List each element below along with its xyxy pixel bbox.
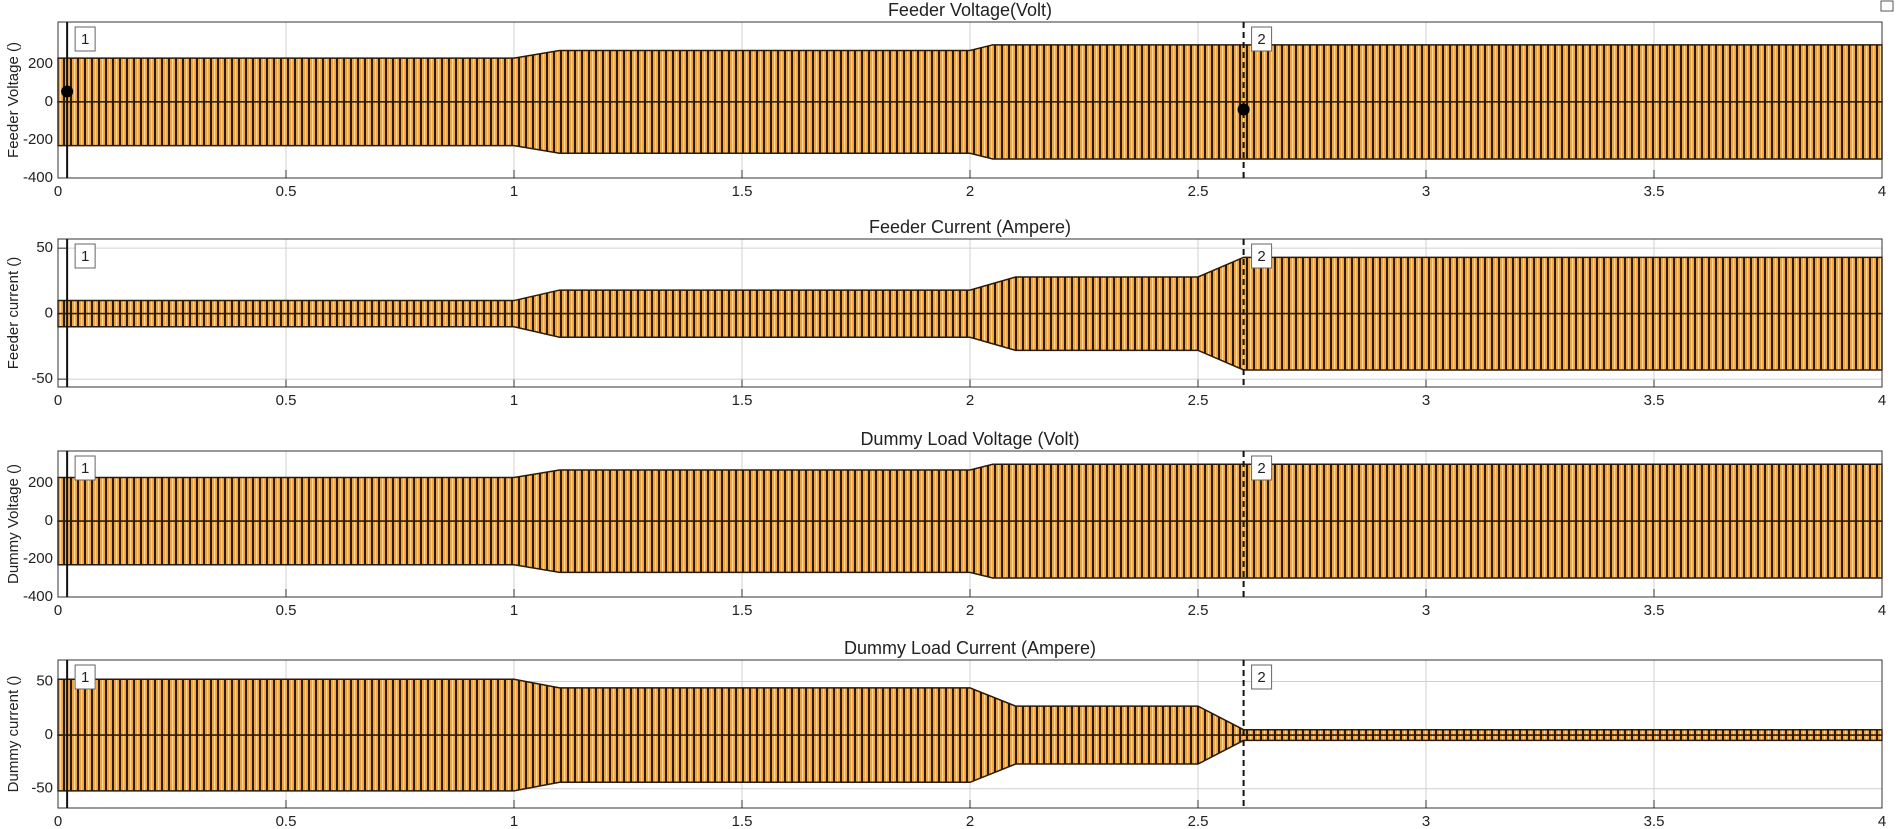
- y-axis-label: Feeder current (): [5, 257, 22, 370]
- cursor-tag: [1251, 26, 1273, 52]
- cursor-label: 1: [81, 31, 89, 48]
- x-tick-label: 1.5: [732, 392, 753, 409]
- subplot-title: Feeder Voltage(Volt): [888, 0, 1052, 20]
- cursor-tag: [1251, 243, 1273, 269]
- cursor-tag: [74, 243, 96, 269]
- y-tick-label: -200: [23, 131, 53, 148]
- cursor-label: 2: [1257, 248, 1265, 265]
- x-tick-label: 2.5: [1188, 813, 1209, 829]
- x-tick-label: 0: [54, 392, 62, 409]
- y-tick-label: 200: [28, 55, 53, 72]
- x-tick-label: 1.5: [732, 813, 753, 829]
- x-tick-label: 0.5: [276, 183, 297, 200]
- cursor-label: 2: [1257, 669, 1265, 686]
- subplot-title: Feeder Current (Ampere): [869, 217, 1071, 237]
- x-tick-label: 0.5: [276, 392, 297, 409]
- x-tick-label: 2: [966, 813, 974, 829]
- x-tick-label: 1: [510, 813, 518, 829]
- cursor-tag: [1251, 664, 1273, 690]
- x-tick-label: 2.5: [1188, 392, 1209, 409]
- cursor-point: [1237, 103, 1250, 116]
- subplot: Dummy Load Voltage (Volt) Dummy Voltage (…: [5, 429, 1886, 619]
- x-tick-label: 1: [510, 183, 518, 200]
- x-tick-label: 4: [1878, 183, 1886, 200]
- x-tick-label: 1.5: [732, 602, 753, 619]
- x-tick-label: 3: [1422, 602, 1430, 619]
- x-tick-label: 1: [510, 602, 518, 619]
- x-tick-label: 3: [1422, 813, 1430, 829]
- x-tick-label: 2: [966, 183, 974, 200]
- cursor-label: 2: [1257, 31, 1265, 48]
- x-tick-label: 2.5: [1188, 602, 1209, 619]
- subplot: Feeder Current (Ampere) Feeder current ()…: [5, 217, 1886, 409]
- plot-frame: [57, 659, 1883, 809]
- y-tick-label: 50: [36, 672, 53, 689]
- y-tick-label: 200: [28, 474, 53, 491]
- y-axis-label: Dummy Voltage (): [5, 464, 22, 584]
- x-tick-label: 1.5: [732, 183, 753, 200]
- x-tick-label: 4: [1878, 602, 1886, 619]
- y-tick-label: -200: [23, 550, 53, 567]
- cursor-point: [61, 85, 74, 98]
- subplot: Feeder Voltage(Volt) Feeder Voltage () 0 0.…: [5, 0, 1886, 200]
- plot-frame: [57, 450, 1883, 598]
- x-tick-label: 2: [966, 392, 974, 409]
- x-tick-label: 0: [54, 183, 62, 200]
- plot-frame: [57, 21, 1883, 179]
- cursor-label: 2: [1257, 460, 1265, 477]
- y-tick-label: -50: [31, 780, 53, 797]
- x-tick-label: 4: [1878, 392, 1886, 409]
- y-axis-label: Dummy current (): [5, 676, 22, 793]
- subplot-title: Dummy Load Voltage (Volt): [860, 429, 1079, 449]
- y-axis-label: Feeder Voltage (): [5, 42, 22, 158]
- x-tick-label: 1: [510, 392, 518, 409]
- y-tick-label: -400: [23, 169, 53, 186]
- y-tick-label: 0: [45, 93, 53, 110]
- x-tick-label: 2: [966, 602, 974, 619]
- x-tick-label: 0.5: [276, 602, 297, 619]
- cursor-tag: [74, 455, 96, 481]
- y-tick-label: -400: [23, 588, 53, 605]
- cursor-tag: [74, 664, 96, 690]
- x-tick-label: 2.5: [1188, 183, 1209, 200]
- y-tick-label: 0: [45, 726, 53, 743]
- x-tick-label: 3.5: [1644, 602, 1665, 619]
- x-tick-label: 3.5: [1644, 392, 1665, 409]
- subplot-title: Dummy Load Current (Ampere): [844, 638, 1096, 658]
- cursor-label: 1: [81, 669, 89, 686]
- y-tick-label: 0: [45, 305, 53, 322]
- y-tick-label: -50: [31, 370, 53, 387]
- x-tick-label: 0: [54, 602, 62, 619]
- x-tick-label: 4: [1878, 813, 1886, 829]
- cursor-label: 1: [81, 460, 89, 477]
- cursor-label: 1: [81, 248, 89, 265]
- cursor-tag: [74, 26, 96, 52]
- subplot: Dummy Load Current (Ampere) Dummy current…: [5, 638, 1886, 829]
- cursor-tag: [1251, 455, 1273, 481]
- y-tick-label: 0: [45, 512, 53, 529]
- plot-frame: [57, 238, 1883, 388]
- x-tick-label: 3: [1422, 183, 1430, 200]
- y-tick-label: 50: [36, 239, 53, 256]
- x-tick-label: 3.5: [1644, 813, 1665, 829]
- x-tick-label: 0: [54, 813, 62, 829]
- x-tick-label: 0.5: [276, 813, 297, 829]
- x-tick-label: 3.5: [1644, 183, 1665, 200]
- x-tick-label: 3: [1422, 392, 1430, 409]
- expand-icon[interactable]: [1880, 0, 1894, 12]
